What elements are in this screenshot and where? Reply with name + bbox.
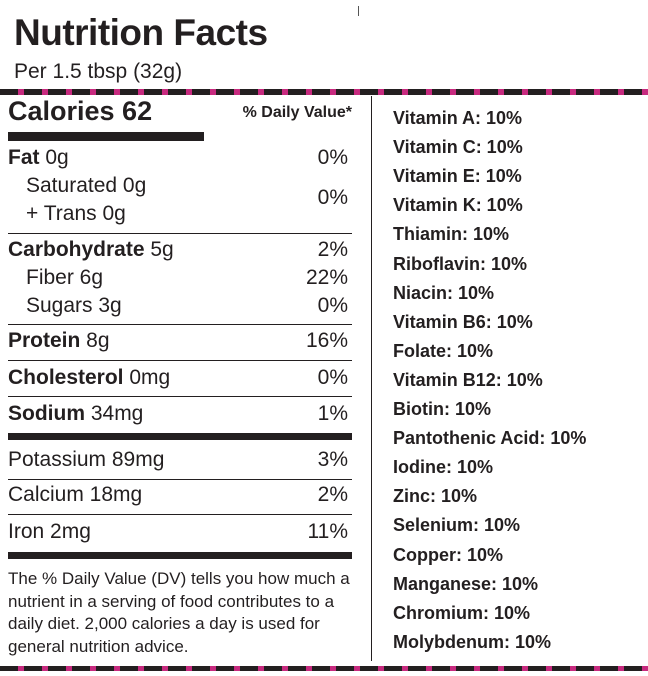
vitamin-item: Vitamin C: 10% xyxy=(393,137,523,158)
calories-heading: Calories 62 xyxy=(8,96,153,126)
vitamin-item: Pantothenic Acid: 10% xyxy=(393,428,587,449)
row-calcium: Calcium 18mg 2% xyxy=(8,483,352,507)
column-divider xyxy=(371,96,372,661)
vitamin-item: Thiamin: 10% xyxy=(393,224,510,245)
row-cholesterol: Cholesterol 0mg 0% xyxy=(8,366,352,390)
rule-after-calcium xyxy=(8,514,352,515)
fat-pct: 0% xyxy=(317,146,348,169)
nutrient-panel: Calories 62 % Daily Value* Fat 0g 0% Sat… xyxy=(8,96,352,666)
carb-pct: 2% xyxy=(317,238,348,261)
fiber-name: Fiber 6g xyxy=(26,266,104,289)
vitamin-item: Vitamin A: 10% xyxy=(393,108,523,128)
row-sugars: Sugars 3g 0% xyxy=(26,294,352,318)
fat-name: Fat xyxy=(8,146,40,169)
protein-name: Protein xyxy=(8,329,81,352)
row-iron: Iron 2mg 11% xyxy=(8,520,352,544)
vitamin-item: Molybdenum: 10% xyxy=(393,631,552,652)
sugars-pct: 0% xyxy=(317,294,348,317)
sugars-name: Sugars 3g xyxy=(26,294,122,317)
vitamin-item: Manganese: 10% xyxy=(393,573,539,594)
cholesterol-amount: 0mg xyxy=(123,366,171,389)
trans-pct: 0% xyxy=(317,186,348,209)
iron-name: Iron 2mg xyxy=(8,520,91,543)
rule-after-cholesterol xyxy=(8,396,352,397)
row-saturated: Saturated 0g xyxy=(26,174,370,198)
daily-value-footnote: The % Daily Value (DV) tells you how muc… xyxy=(8,569,350,656)
vitamin-item: Vitamin B6: 10% xyxy=(393,311,533,332)
vitamin-item: Niacin: 10% xyxy=(393,282,495,303)
protein-amount: 8g xyxy=(80,329,110,352)
rule-after-potassium xyxy=(8,479,352,480)
thick-rule-footnote xyxy=(8,552,352,559)
serving-size: Per 1.5 tbsp (32g) xyxy=(14,60,183,83)
sodium-pct: 1% xyxy=(317,402,348,425)
trans-name: + Trans 0g xyxy=(26,202,126,225)
vitamin-item: Vitamin B12: 10% xyxy=(393,369,543,390)
sodium-name: Sodium xyxy=(8,402,85,425)
vitamin-item: Copper: 10% xyxy=(393,544,504,565)
label-title: Nutrition Facts xyxy=(14,12,268,53)
saturated-name: Saturated 0g xyxy=(26,174,147,197)
row-trans: + Trans 0g xyxy=(26,202,370,226)
carb-name: Carbohydrate xyxy=(8,238,145,261)
fat-amount: 0g xyxy=(39,146,69,169)
fiber-pct: 22% xyxy=(305,266,348,289)
vitamin-item: Selenium: 10% xyxy=(393,515,521,536)
rule-after-fat xyxy=(8,233,352,234)
row-fat: Fat 0g 0% xyxy=(8,146,352,170)
potassium-pct: 3% xyxy=(317,448,348,471)
vitamin-item: Riboflavin: 10% xyxy=(393,253,528,274)
row-protein: Protein 8g 16% xyxy=(8,329,352,353)
vitamin-item: Vitamin E: 10% xyxy=(393,166,522,187)
rule-after-protein xyxy=(8,360,352,361)
vitamin-item: Iodine: 10% xyxy=(393,457,494,478)
vitamin-item: Zinc: 10% xyxy=(393,486,478,507)
vitamin-item: Folate: 10% xyxy=(393,340,494,361)
rule-after-carb xyxy=(8,324,352,325)
thick-rule-minerals xyxy=(8,433,352,440)
vitamin-item: Chromium: 10% xyxy=(393,602,531,623)
top-dashed-rule xyxy=(0,89,648,95)
calories-bar xyxy=(8,132,204,141)
carb-amount: 5g xyxy=(144,238,174,261)
potassium-name: Potassium 89mg xyxy=(8,448,165,471)
sodium-amount: 34mg xyxy=(85,402,144,425)
row-potassium: Potassium 89mg 3% xyxy=(8,448,352,472)
iron-pct: 11% xyxy=(307,520,348,543)
bottom-dashed-rule xyxy=(0,666,648,671)
row-fiber: Fiber 6g 22% xyxy=(26,266,352,290)
vitamin-item: Vitamin K: 10% xyxy=(393,195,523,216)
daily-value-header: % Daily Value* xyxy=(242,104,352,121)
cholesterol-pct: 0% xyxy=(317,366,348,389)
row-sodium: Sodium 34mg 1% xyxy=(8,402,352,426)
vitamin-item: Biotin: 10% xyxy=(393,399,492,419)
row-carbohydrate: Carbohydrate 5g 2% xyxy=(8,238,352,262)
calcium-pct: 2% xyxy=(317,483,348,506)
cholesterol-name: Cholesterol xyxy=(8,366,124,389)
calcium-name: Calcium 18mg xyxy=(8,483,143,506)
protein-pct: 16% xyxy=(305,329,348,352)
top-tick-mark xyxy=(358,6,359,16)
